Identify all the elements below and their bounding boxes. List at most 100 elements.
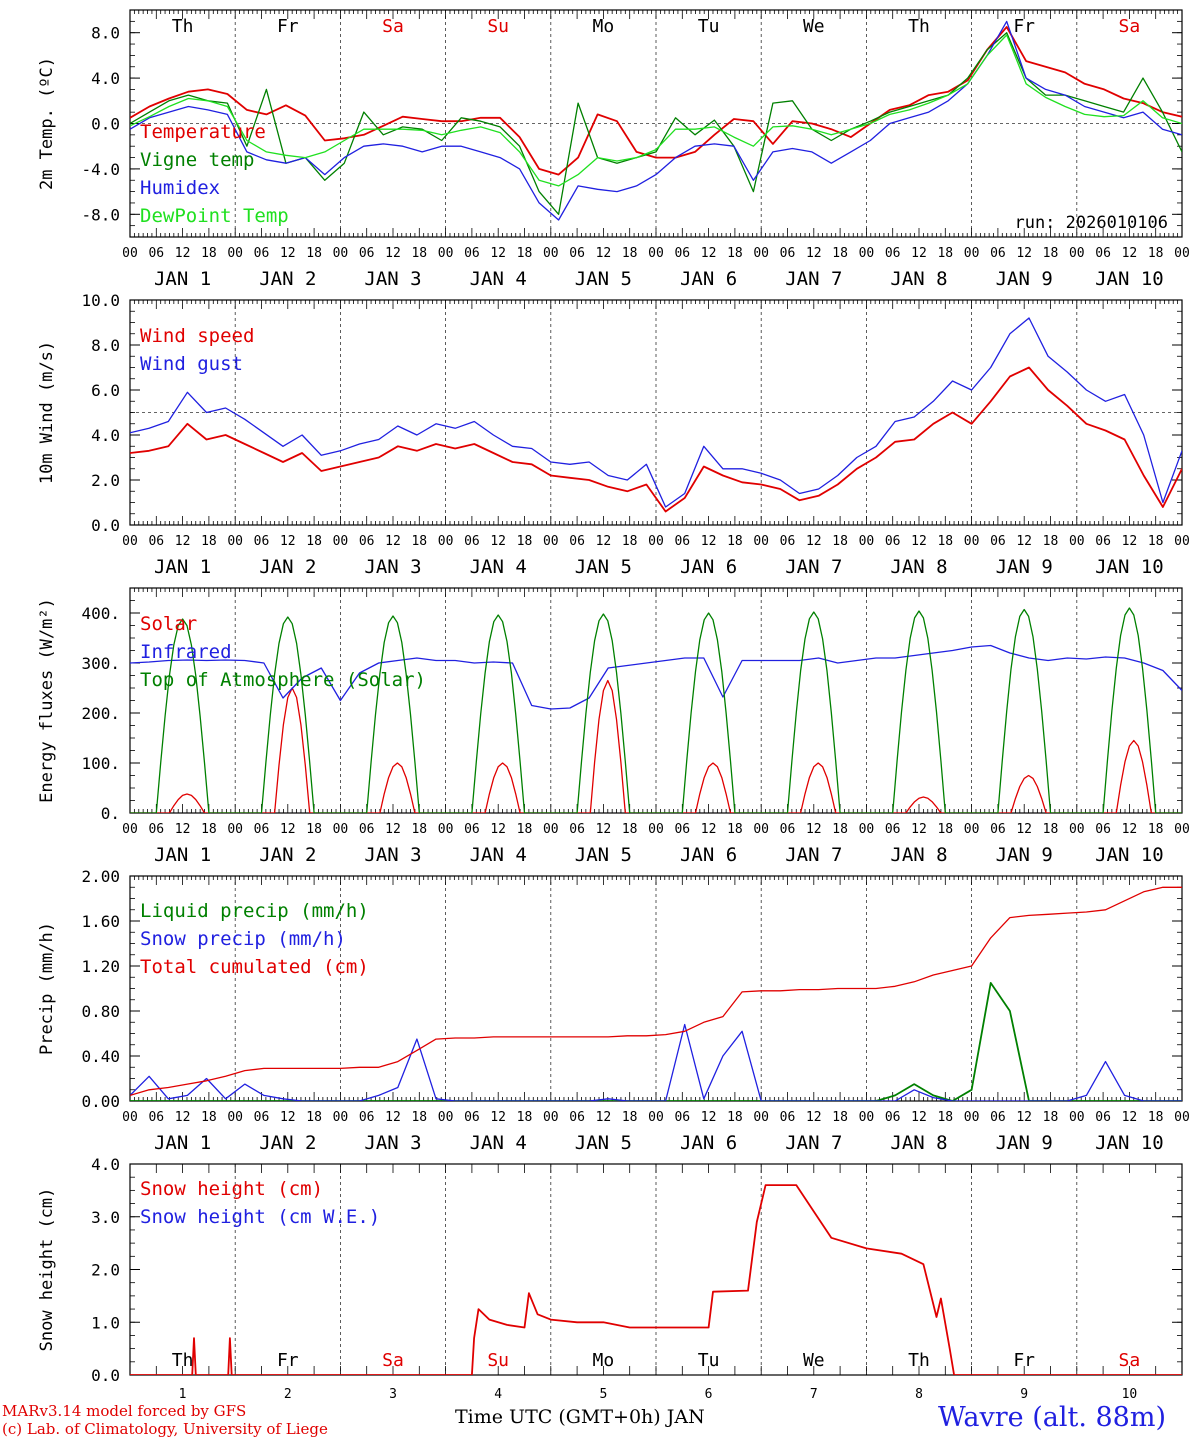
x-hour-label: 00	[438, 1110, 454, 1125]
x-hour-label: 18	[727, 246, 743, 261]
x-hour-label: 00	[859, 822, 875, 837]
weekday-label: Th	[908, 1350, 930, 1371]
x-hour-label: 18	[306, 1110, 322, 1125]
y-tick-label: 0.0	[91, 516, 120, 535]
x-hour-label: 06	[1095, 1110, 1111, 1125]
x-hour-label: 06	[885, 246, 901, 261]
x-hour-label: 12	[280, 1110, 296, 1125]
x-hour-label: 00	[122, 246, 138, 261]
x-hour-label: 12	[911, 1110, 927, 1125]
x-hour-label: 18	[832, 1110, 848, 1125]
x-hour-label: 12	[175, 1110, 191, 1125]
x-date-label: JAN 8	[890, 268, 947, 290]
x-hour-label: 00	[333, 246, 349, 261]
x-hour-label: 18	[622, 1110, 638, 1125]
y-tick-label: 0.0	[91, 115, 120, 134]
x-hour-label: 06	[464, 822, 480, 837]
x-hour-label: 06	[1095, 246, 1111, 261]
weekday-label: Th	[172, 16, 194, 37]
x-hour-label: 00	[227, 822, 243, 837]
x-hour-label: 12	[1122, 1110, 1138, 1125]
panel-1: 8.0 4.0 0.0 -4.0 -8.0 2m Temp. (ºC) 00 06 12 18 JA…	[37, 9, 1190, 290]
x-date-label: JAN 7	[785, 1132, 842, 1154]
x-hour-label: 00	[438, 534, 454, 549]
x-hour-label: 12	[280, 822, 296, 837]
legend-entry: Temperature	[140, 121, 266, 143]
x-hour-label: 00	[753, 822, 769, 837]
x-hour-label: 12	[596, 822, 612, 837]
x-date-label: JAN 6	[680, 1132, 737, 1154]
series-line-wind-speed	[130, 366, 1182, 513]
y-tick-label: 4.0	[91, 1155, 120, 1174]
x-hour-label: 18	[832, 534, 848, 549]
x-hour-label: 12	[490, 246, 506, 261]
x-hour-label: 00	[543, 822, 559, 837]
weekday-label: Mo	[593, 16, 615, 37]
x-hour-label: 12	[1016, 246, 1032, 261]
legend-entry: DewPoint Temp	[140, 205, 289, 227]
x-hour-label: 06	[464, 246, 480, 261]
y-tick-label: -8.0	[81, 205, 120, 224]
y-tick-label: 0.0	[91, 1366, 120, 1385]
x-hour-label: 00	[859, 246, 875, 261]
x-date-label: JAN 5	[575, 844, 632, 866]
x-date-label: JAN 7	[785, 844, 842, 866]
x-hour-label: 18	[1148, 534, 1164, 549]
x-date-label: JAN 3	[364, 268, 421, 290]
y-axis-title: 10m Wind (m/s)	[37, 341, 57, 484]
weekday-label: Th	[172, 1350, 194, 1371]
legend-entry: Vigne temp	[140, 149, 254, 171]
x-date-label: JAN 4	[470, 268, 527, 290]
x-hour-label: 12	[385, 246, 401, 261]
y-axis-title: 2m Temp. (ºC)	[37, 57, 57, 190]
x-hour-label: 00	[333, 1110, 349, 1125]
x-hour-label: 12	[596, 1110, 612, 1125]
day-number-label: 9	[1020, 1387, 1028, 1400]
x-hour-label: 12	[385, 1110, 401, 1125]
x-hour-label: 12	[490, 1110, 506, 1125]
x-hour-label: 06	[780, 246, 796, 261]
x-hour-label: 12	[280, 246, 296, 261]
weekday-label: Sa	[1119, 1350, 1141, 1371]
x-hour-label: 00	[1069, 246, 1085, 261]
x-hour-label: 12	[596, 534, 612, 549]
x-hour-label: 00	[1069, 1110, 1085, 1125]
x-hour-label: 18	[1148, 246, 1164, 261]
y-tick-label: 0.80	[81, 1002, 120, 1021]
model-credit: MARv3.14 model forced by GFS	[2, 1402, 247, 1420]
x-hour-label: 18	[937, 1110, 953, 1125]
x-hour-label: 18	[727, 534, 743, 549]
x-date-label: JAN 4	[470, 556, 527, 578]
x-hour-label: 06	[885, 534, 901, 549]
station-name: Wavre (alt. 88m)	[938, 1402, 1166, 1433]
day-number-label: 4	[494, 1387, 502, 1400]
x-hour-label: 12	[1122, 534, 1138, 549]
x-hour-label: 00	[1069, 534, 1085, 549]
x-hour-label: 00	[227, 534, 243, 549]
x-hour-label: 06	[148, 246, 164, 261]
weekday-label: Su	[487, 16, 509, 37]
series-line-solar	[130, 679, 1182, 813]
x-date-label: JAN 9	[996, 268, 1053, 290]
x-date-label: JAN 4	[470, 844, 527, 866]
series-line-wind-gust	[130, 317, 1182, 508]
y-tick-label: 4.0	[91, 426, 120, 445]
weekday-label: Mo	[593, 1350, 615, 1371]
x-hour-label: 12	[701, 1110, 717, 1125]
x-hour-label: 12	[1122, 246, 1138, 261]
x-hour-label: 00	[648, 1110, 664, 1125]
x-hour-label: 00	[648, 534, 664, 549]
panel-5: 4.0 3.0 2.0 1.0 0.0 Snow height (cm) Th Fr Sa Su M…	[37, 1155, 1183, 1400]
x-hour-label: 06	[885, 1110, 901, 1125]
y-tick-label: 0.00	[81, 1092, 120, 1111]
x-hour-label: 00	[122, 1110, 138, 1125]
day-number-label: 7	[810, 1387, 818, 1400]
x-hour-label: 12	[701, 246, 717, 261]
legend-entry: Solar	[140, 613, 197, 635]
x-hour-label: 00	[964, 246, 980, 261]
x-hour-label: 06	[464, 534, 480, 549]
day-number-label: 8	[915, 1387, 923, 1400]
x-hour-label: 18	[832, 822, 848, 837]
x-date-label: JAN 1	[154, 556, 211, 578]
x-hour-label: 18	[832, 246, 848, 261]
